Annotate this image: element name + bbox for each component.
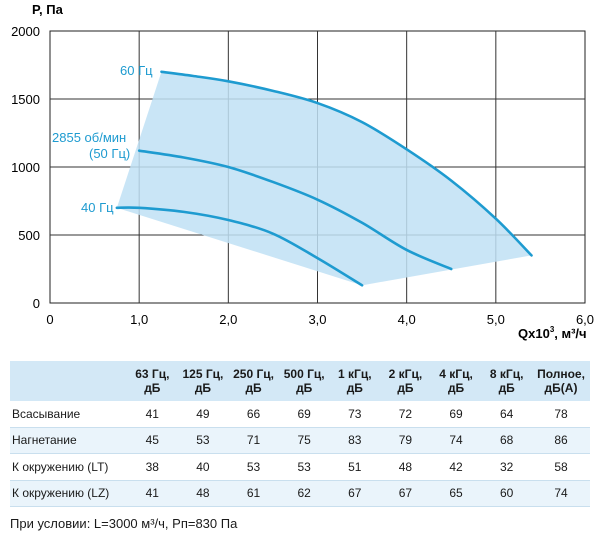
table-cell: 66 [246, 406, 261, 421]
table-cell: 53 [297, 459, 311, 474]
table-cell: 38 [145, 459, 159, 474]
table-cell: 32 [500, 459, 514, 474]
table-row: Всасывание 41 49 66 69 73 72 69 64 78 [10, 401, 590, 427]
y-tick-label: 2000 [11, 24, 40, 39]
tick-labels: 0 1,0 2,0 3,0 4,0 5,0 6,0 0 500 1000 1500 2000 [11, 24, 594, 327]
table-cell: 49 [196, 406, 210, 421]
table-cell: 53 [246, 459, 261, 474]
table-cell: 53 [177, 427, 229, 454]
table-cell: 75 [278, 427, 330, 454]
table-cell: 86 [532, 427, 590, 454]
table-cell: 62 [278, 480, 330, 507]
header-cell: 63 Гц, дБ [127, 361, 178, 401]
header-cell: 4 кГц, дБ [430, 361, 482, 401]
row-label: К окружению (LT) [12, 459, 109, 474]
y-axis-title: P, Па [32, 2, 64, 17]
table-cell: 72 [398, 406, 413, 421]
table-cell: 73 [348, 406, 362, 421]
series-annotations: 60 Гц 2855 об/мин (50 Гц) 40 Гц [52, 63, 153, 215]
table-cell: 69 [297, 406, 311, 421]
table-cell: 65 [430, 480, 482, 507]
header-cell: 1 кГц, дБ [329, 361, 381, 401]
row-label: Нагнетание [10, 427, 127, 454]
x-tick-label: 4,0 [398, 312, 416, 327]
table-cell: 79 [380, 427, 431, 454]
y-tick-label: 0 [33, 296, 40, 311]
header-corner [10, 361, 127, 401]
x-tick-label: 2,0 [219, 312, 237, 327]
table-cell: 67 [380, 480, 431, 507]
header-cell: 500 Гц, дБ [278, 361, 330, 401]
table-cell: 67 [329, 480, 381, 507]
noise-table-header: 63 Гц, дБ 125 Гц, дБ 250 Гц, дБ 500 Гц, дБ 1 кГц… [10, 361, 590, 401]
table-row: К окружению (LT) 38 40 53 53 51 48 42 32 58 [10, 454, 590, 480]
series-lines [115, 70, 533, 287]
table-cell: 51 [348, 459, 362, 474]
y-tick-label: 1000 [11, 160, 40, 175]
header-cell: 250 Гц, дБ [228, 361, 279, 401]
x-tick-label: 5,0 [487, 312, 505, 327]
table-cell: 60 [481, 480, 532, 507]
table-cell: 71 [228, 427, 279, 454]
series-line-1 [160, 70, 533, 257]
table-cell: 74 [532, 480, 590, 507]
header-cell: 8 кГц, дБ [481, 361, 532, 401]
noise-table-body: Всасывание 41 49 66 69 73 72 69 64 78 Нагнетание 45… [10, 401, 590, 507]
row-label: Всасывание [12, 406, 81, 421]
x-tick-label: 0 [46, 312, 53, 327]
conditions-note: При условии: L=3000 м³/ч, Рп=830 Па [10, 516, 238, 531]
table-row: К окружению (LZ) 41 48 61 62 67 67 65 60 74 [10, 480, 590, 507]
annotation-60hz: 60 Гц [120, 63, 153, 78]
x-axis-title: Qx103, м³/ч [518, 325, 587, 341]
operating-area-fill [116, 71, 532, 286]
x-tick-label: 1,0 [130, 312, 148, 327]
series-line-2 [137, 149, 453, 271]
table-cell: 40 [196, 459, 210, 474]
table-cell: 41 [145, 406, 159, 421]
table-cell: 68 [481, 427, 532, 454]
fan-performance-chart: 0 1,0 2,0 3,0 4,0 5,0 6,0 0 500 1000 1500 2000 P, П… [11, 2, 594, 341]
row-label: К окружению (LZ) [10, 480, 127, 507]
header-cell: 2 кГц, дБ [380, 361, 431, 401]
table-cell: 64 [500, 406, 514, 421]
table-cell: 48 [398, 459, 413, 474]
annotation-40hz: 40 Гц [81, 200, 114, 215]
table-cell: 42 [449, 459, 463, 474]
table-row: Нагнетание 45 53 71 75 83 79 74 68 86 [10, 427, 590, 454]
header-cell: 125 Гц, дБ [177, 361, 229, 401]
annotation-50hz: (50 Гц) [89, 146, 130, 161]
table-cell: 69 [449, 406, 463, 421]
table-cell: 61 [228, 480, 279, 507]
table-cell: 58 [554, 459, 568, 474]
table-cell: 74 [430, 427, 482, 454]
y-tick-label: 500 [18, 228, 40, 243]
x-tick-label: 6,0 [576, 312, 594, 327]
annotation-2855-rpm: 2855 об/мин [52, 130, 126, 145]
noise-table: 63 Гц, дБ 125 Гц, дБ 250 Гц, дБ 500 Гц, дБ 1 кГц… [10, 361, 590, 507]
series-line-3 [115, 206, 364, 287]
x-tick-label: 3,0 [308, 312, 326, 327]
table-cell: 41 [127, 480, 178, 507]
table-cell: 45 [127, 427, 178, 454]
table-cell: 48 [177, 480, 229, 507]
table-cell: 83 [329, 427, 381, 454]
table-cell: 78 [554, 406, 568, 421]
header-cell: Полное, дБ(А) [532, 361, 590, 401]
y-tick-label: 1500 [11, 92, 40, 107]
